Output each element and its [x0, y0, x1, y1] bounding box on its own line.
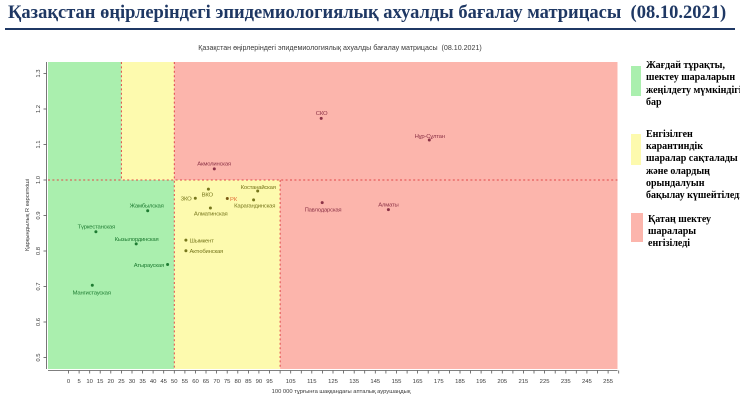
svg-text:1.3: 1.3 [36, 69, 42, 78]
svg-text:100 000 тұрғынға шаққандағы ап: 100 000 тұрғынға шаққандағы апталық ауру… [272, 389, 411, 395]
svg-text:90: 90 [256, 379, 263, 385]
svg-text:85: 85 [245, 379, 252, 385]
svg-text:Костанайская: Костанайская [241, 184, 276, 191]
svg-text:20: 20 [108, 379, 115, 385]
svg-text:45: 45 [160, 379, 167, 385]
svg-text:125: 125 [328, 379, 339, 385]
svg-text:70: 70 [213, 379, 220, 385]
svg-text:Карагандинская: Карагандинская [234, 203, 275, 209]
svg-text:Акмолинская: Акмолинская [197, 162, 231, 168]
svg-text:30: 30 [129, 379, 136, 385]
svg-text:Түркестанская: Түркестанская [78, 225, 115, 231]
svg-text:245: 245 [582, 379, 593, 385]
svg-text:ЗКО: ЗКО [181, 196, 193, 202]
svg-text:5: 5 [77, 379, 81, 385]
svg-text:0.8: 0.8 [36, 246, 42, 255]
svg-text:10: 10 [86, 379, 93, 385]
svg-text:Кызылординская: Кызылординская [115, 237, 159, 243]
svg-text:Жамбылская: Жамбылская [130, 203, 164, 209]
svg-text:115: 115 [307, 379, 317, 385]
svg-text:СКО: СКО [316, 111, 328, 117]
svg-text:225: 225 [540, 379, 551, 385]
svg-text:215: 215 [518, 379, 529, 385]
svg-text:Шымкент: Шымкент [190, 238, 215, 244]
svg-text:35: 35 [139, 379, 146, 385]
svg-text:155: 155 [392, 379, 403, 385]
svg-text:55: 55 [182, 379, 189, 385]
svg-text:235: 235 [561, 379, 572, 385]
svg-text:165: 165 [413, 379, 424, 385]
svg-text:1.0: 1.0 [36, 175, 42, 184]
svg-text:ВКО: ВКО [202, 193, 214, 199]
svg-text:Алматы: Алматы [378, 203, 398, 209]
svg-text:15: 15 [97, 379, 104, 385]
svg-text:Алматинская: Алматинская [194, 212, 228, 218]
svg-text:95: 95 [266, 379, 273, 385]
svg-text:Қарқындылық R көрсеткіші: Қарқындылық R көрсеткіші [25, 179, 31, 251]
svg-text:175: 175 [434, 379, 445, 385]
svg-text:135: 135 [349, 379, 360, 385]
svg-text:0.5: 0.5 [36, 353, 42, 362]
svg-text:0: 0 [67, 379, 71, 385]
svg-text:1.2: 1.2 [36, 105, 42, 113]
svg-text:Актюбинская: Актюбинская [190, 249, 224, 255]
svg-text:40: 40 [150, 379, 157, 385]
svg-text:80: 80 [235, 379, 242, 385]
svg-text:Нұр-Сұлтан: Нұр-Сұлтан [415, 134, 445, 140]
svg-text:0.9: 0.9 [36, 211, 42, 219]
svg-text:195: 195 [476, 379, 487, 385]
svg-text:75: 75 [224, 379, 231, 385]
svg-text:Павлодарская: Павлодарская [305, 207, 342, 213]
svg-text:65: 65 [203, 379, 210, 385]
svg-text:0.6: 0.6 [36, 317, 42, 326]
svg-text:25: 25 [118, 379, 125, 385]
svg-text:1.1: 1.1 [36, 140, 42, 148]
svg-text:60: 60 [192, 379, 199, 385]
svg-text:0.7: 0.7 [36, 282, 42, 290]
svg-text:105: 105 [286, 379, 297, 385]
svg-text:Қазақстан өңірлеріндегі эпидем: Қазақстан өңірлеріндегі эпидемиологиялық… [198, 44, 482, 52]
svg-text:205: 205 [497, 379, 508, 385]
svg-text:145: 145 [370, 379, 381, 385]
svg-text:РК: РК [230, 197, 238, 203]
svg-text:Мангистауская: Мангистауская [73, 291, 111, 297]
svg-text:Атырауская: Атырауская [134, 263, 164, 269]
svg-text:50: 50 [171, 379, 178, 385]
svg-text:255: 255 [603, 379, 614, 385]
svg-text:185: 185 [455, 379, 466, 385]
